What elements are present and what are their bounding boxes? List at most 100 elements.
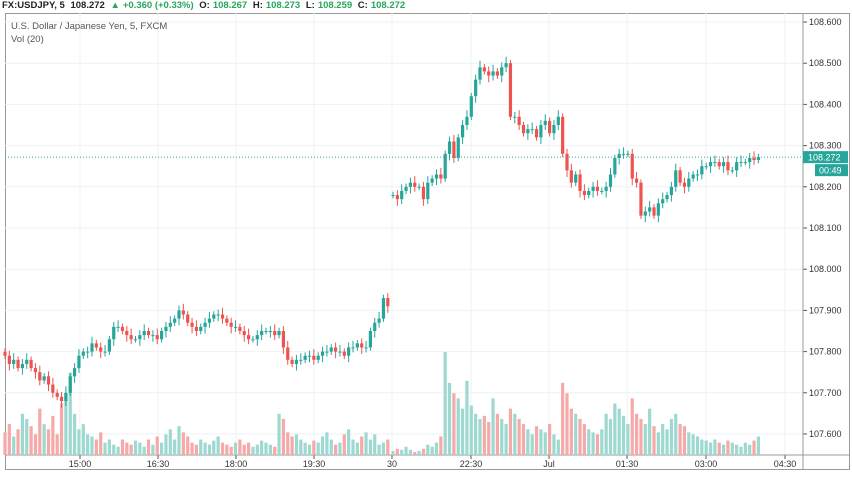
- volume-bar: [504, 424, 508, 455]
- candle-body: [42, 376, 46, 381]
- candle-body: [338, 351, 342, 353]
- candle-body: [639, 182, 643, 216]
- candle-body: [743, 162, 747, 164]
- y-tick-label: 108.100: [809, 223, 842, 233]
- candle-body: [447, 141, 452, 154]
- volume-bar: [656, 432, 660, 455]
- countdown-label: 00:49: [819, 166, 842, 176]
- candle-body: [521, 125, 526, 134]
- candle-body: [630, 153, 634, 179]
- candle-body: [294, 359, 299, 364]
- candle-body: [55, 392, 59, 397]
- volume-bar: [16, 429, 20, 455]
- candle-body: [381, 298, 386, 319]
- candle-body: [517, 116, 521, 125]
- candle-body: [565, 153, 569, 171]
- high-value: 108.273: [265, 0, 301, 11]
- candle-body: [434, 174, 439, 179]
- candle-body: [303, 355, 307, 360]
- candle-body: [691, 174, 695, 179]
- candle-body: [299, 359, 303, 361]
- countdown-badge: [815, 164, 848, 177]
- candle-body: [3, 351, 7, 356]
- volume-bar: [674, 413, 678, 455]
- high-label: H:: [252, 0, 263, 11]
- volume-bar: [25, 418, 29, 455]
- candle-body: [748, 157, 752, 163]
- volume-bar: [452, 393, 456, 455]
- candle-body: [373, 322, 377, 331]
- candle-body: [608, 174, 613, 187]
- candle-body: [16, 359, 20, 369]
- volume-bar: [146, 439, 151, 455]
- symbol-header: FX:USDJPY, 5 108.272 ▲ +0.360 (+0.33%) O:…: [2, 0, 408, 12]
- candle-body: [687, 178, 691, 187]
- volume-bar: [582, 424, 586, 455]
- candle-body: [29, 359, 33, 369]
- volume-bar: [190, 442, 194, 455]
- candle-body: [181, 310, 185, 315]
- candle-body: [491, 71, 495, 76]
- volume-bar: [395, 448, 399, 455]
- volume-bar: [500, 418, 504, 455]
- volume-bar: [565, 393, 569, 455]
- candle-body: [526, 129, 530, 134]
- candle-body: [461, 125, 465, 138]
- x-tick-label: 16:30: [147, 459, 170, 469]
- volume-bar: [669, 418, 673, 455]
- candle-body: [587, 190, 591, 196]
- volume-bar: [329, 439, 333, 455]
- volume-bar: [561, 382, 565, 455]
- volume-bar: [207, 444, 212, 455]
- candle-body: [648, 207, 652, 212]
- candle-body: [552, 125, 556, 134]
- candle-body: [530, 129, 534, 131]
- candle-body: [277, 331, 281, 336]
- volume-bar: [635, 413, 639, 455]
- open-value: 108.267: [212, 0, 248, 11]
- volume-bar: [73, 413, 77, 455]
- open-label: O:: [199, 0, 210, 11]
- candle-body: [247, 335, 251, 340]
- candle-body: [700, 166, 704, 175]
- candle-body: [508, 63, 513, 117]
- candle-body: [395, 195, 399, 200]
- candle-body: [242, 331, 246, 336]
- candle-body: [661, 199, 665, 204]
- volume-bar: [456, 398, 460, 455]
- candle-body: [426, 182, 430, 200]
- volume-bar: [212, 440, 216, 455]
- volume-bar: [617, 408, 621, 455]
- current-price-label: 108.272: [808, 153, 841, 163]
- volume-bar: [120, 439, 125, 455]
- volume-bar: [177, 426, 181, 455]
- y-tick-label: 107.900: [809, 305, 842, 315]
- volume-bar: [316, 442, 320, 455]
- volume-bar: [447, 382, 452, 455]
- volume-bar: [391, 450, 395, 455]
- candle-body: [574, 174, 578, 183]
- volume-bar: [717, 442, 721, 455]
- volume-bar: [38, 408, 42, 455]
- volume-bar: [482, 415, 486, 455]
- volume-bar: [478, 418, 482, 455]
- chart-frame[interactable]: [5, 13, 850, 470]
- candle-body: [430, 178, 434, 183]
- candle-body: [413, 182, 417, 187]
- volume-bar: [68, 372, 72, 455]
- candle-body: [539, 125, 543, 138]
- candle-body: [129, 335, 133, 340]
- candle-body: [281, 331, 285, 348]
- candle-body: [260, 331, 264, 336]
- candle-body: [286, 347, 290, 360]
- volume-bar: [461, 408, 465, 455]
- candle-body: [203, 322, 207, 327]
- volume-bar: [439, 436, 443, 455]
- close-value: 108.272: [370, 0, 406, 11]
- candle-body: [59, 396, 64, 402]
- candle-body: [600, 190, 604, 192]
- candle-body: [578, 174, 582, 191]
- volume-bar: [491, 398, 495, 455]
- volume-bar: [347, 429, 351, 455]
